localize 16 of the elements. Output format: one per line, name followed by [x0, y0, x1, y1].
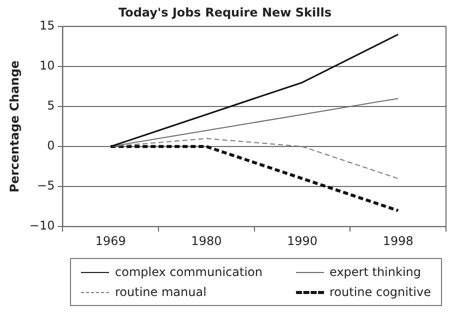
- x-tick-label: 1998: [382, 234, 414, 248]
- y-axis-title: Percentage Change: [7, 60, 22, 193]
- legend-label: complex communication: [115, 265, 262, 279]
- x-tick-label: 1969: [95, 234, 126, 248]
- y-tick-label: 10: [39, 58, 55, 73]
- x-tick-label: 1980: [191, 234, 222, 248]
- legend-label: routine manual: [115, 285, 206, 299]
- y-tick-label: −10: [29, 218, 55, 233]
- y-tick-label: 15: [39, 18, 55, 33]
- y-tick-label: 0: [47, 138, 55, 153]
- legend-label: expert thinking: [330, 265, 421, 279]
- x-tick-label: 1990: [287, 234, 318, 248]
- legend-label: routine cognitive: [330, 285, 431, 299]
- y-tick-label: −5: [37, 178, 55, 193]
- chart-title: Today's Jobs Require New Skills: [118, 5, 332, 20]
- y-tick-label: 5: [47, 98, 55, 113]
